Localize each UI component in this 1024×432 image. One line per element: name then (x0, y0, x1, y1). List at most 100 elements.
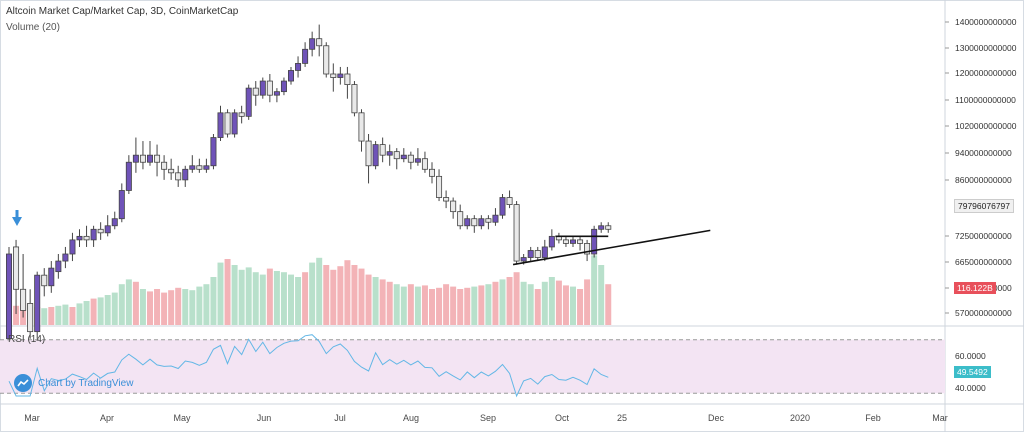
candle-body (154, 154, 161, 163)
candle-body (182, 168, 189, 181)
volume-bar (471, 286, 478, 325)
candle-body (90, 228, 97, 241)
rsi-line (8, 334, 609, 398)
candle-body (168, 168, 175, 174)
candle-body (196, 165, 203, 170)
rsi-plot (0, 334, 945, 398)
volume-bar (485, 284, 492, 325)
volume-bar (154, 289, 161, 325)
down-arrow-marker (12, 217, 22, 226)
volume-bar (344, 260, 351, 325)
volume-bar (182, 289, 189, 325)
candle-body (605, 225, 612, 230)
candle-body (541, 246, 548, 258)
tradingview-badge[interactable]: Chart by TradingView (14, 371, 133, 395)
candle-body (266, 80, 273, 96)
volume-bar (111, 292, 118, 325)
volume-bar (379, 279, 386, 325)
trend-line (512, 229, 711, 266)
volume-bar (139, 289, 146, 325)
candle-body (224, 112, 231, 135)
volume-bar (288, 274, 294, 325)
volume-bar (421, 285, 428, 325)
candle-body (492, 214, 499, 223)
volume-bar (443, 284, 450, 325)
price-tick-label: 1100000000000 (955, 95, 1016, 105)
volume-bar (83, 301, 90, 325)
candle-body (309, 38, 316, 50)
volume-bar (605, 284, 612, 325)
volume-bar (76, 303, 83, 325)
candle-body (471, 218, 478, 227)
candle-body (400, 154, 407, 160)
rsi-tick-label: 40.0000 (955, 383, 986, 393)
candle-body (34, 274, 41, 333)
candle-body (591, 228, 598, 255)
markers (12, 210, 22, 226)
candle-body (485, 218, 492, 223)
last-price-tag: 79796076797 (954, 199, 1015, 213)
candle-body (393, 151, 400, 160)
volume-bar (337, 266, 344, 325)
candle-body (273, 91, 280, 96)
candle-body (83, 235, 90, 241)
volume-bar (400, 286, 407, 325)
candle-body (457, 211, 464, 227)
price-tick-label: 570000000000 (955, 308, 1012, 318)
volume-bar (562, 285, 569, 325)
volume-bar (414, 286, 421, 325)
candle-body (421, 158, 428, 170)
price-tick-label: 665000000000 (955, 257, 1012, 267)
candle-body (414, 158, 421, 163)
volume-bar (520, 281, 527, 325)
candle-body (351, 84, 358, 114)
candle-body (62, 253, 69, 262)
volume-bar (393, 284, 400, 325)
candle-body (316, 38, 323, 47)
volume-indicator-label: Volume (20) (6, 22, 60, 33)
volume-bar (457, 289, 464, 325)
volume-bar (104, 295, 111, 325)
volume-bar (577, 289, 584, 325)
candle-body (13, 246, 20, 290)
time-tick-label: Dec (707, 413, 725, 423)
volume-bar (55, 305, 62, 325)
candle-body (464, 218, 471, 227)
candle-body (365, 140, 372, 167)
volume-bar (436, 287, 443, 325)
volume-bar (309, 262, 316, 325)
candle-body (111, 218, 118, 227)
volume-bar (168, 290, 175, 325)
time-tick-label: Aug (402, 413, 420, 423)
candle-body (280, 80, 287, 93)
candle-body (323, 45, 330, 75)
candle-body (450, 200, 457, 213)
volume-bar (252, 272, 259, 325)
candle-body (69, 239, 76, 255)
volume-bar (196, 286, 203, 325)
time-tick-label: Mar (932, 413, 948, 423)
volume-bar (591, 255, 598, 325)
candle-body (252, 87, 259, 96)
tradingview-logo-icon (14, 374, 32, 392)
time-tick-label: Oct (554, 413, 570, 423)
chart-title: Altcoin Market Cap/Market Cap, 3D, CoinM… (6, 6, 239, 17)
volume-bar (125, 279, 132, 325)
volume-bar (584, 279, 591, 325)
candle-body (20, 288, 27, 311)
volume-bar (203, 284, 210, 325)
candle-body (584, 243, 591, 255)
volume-bar (280, 272, 287, 325)
candle-body (146, 154, 153, 163)
volume-bar (189, 290, 196, 325)
volume-bar (118, 284, 125, 325)
candle-body (562, 239, 569, 244)
candle-body (139, 154, 146, 163)
time-tick-label: Jun (256, 413, 272, 423)
rsi-indicator-label: RSI (14) (8, 334, 46, 345)
candle-body (6, 253, 12, 340)
price-candles (6, 24, 612, 350)
volume-bar (330, 269, 337, 325)
volume-bar (90, 298, 97, 325)
